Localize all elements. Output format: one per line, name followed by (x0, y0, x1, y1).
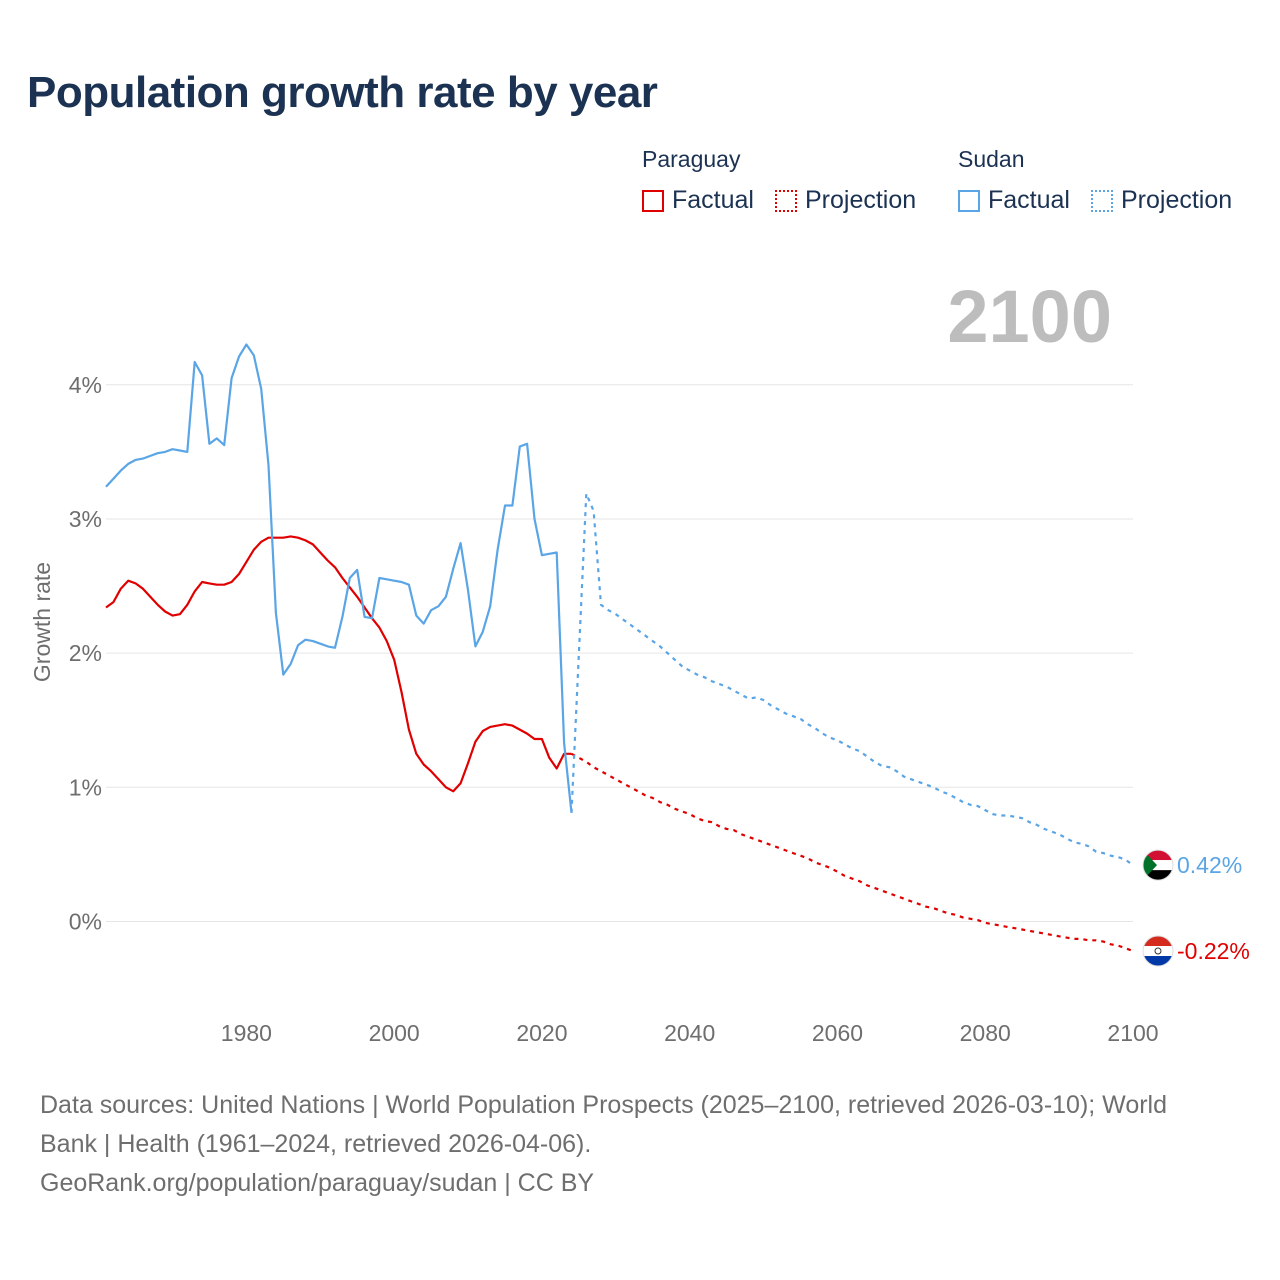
legend-swatch-solid (958, 189, 980, 212)
x-tick-label: 2020 (516, 1020, 567, 1046)
y-tick-label: 3% (69, 506, 102, 532)
line-chart: 0%1%2%3%4% 1980 2000 2020 2040 2060 2080 2100 … (29, 275, 1250, 1046)
x-axis-ticks: 1980 2000 2020 2040 2060 2080 2100 (221, 1020, 1159, 1046)
legend-swatch-dotted (775, 189, 797, 212)
x-tick-label: 2100 (1107, 1020, 1158, 1046)
year-display: 2100 (947, 275, 1112, 358)
legend-label: Projection (805, 186, 917, 214)
source-notes: Data sources: United Nations | World Pop… (40, 1086, 1230, 1203)
legend-sudan-title: Sudan (958, 146, 1025, 172)
y-tick-label: 0% (69, 908, 102, 934)
legend-swatch-dotted (1091, 189, 1113, 212)
y-tick-label: 4% (69, 372, 102, 398)
sudan-factual-line (105, 343, 573, 813)
legend-label: Factual (988, 186, 1070, 214)
y-axis-label: Growth rate (29, 562, 55, 682)
sudan-end-value-label: 0.42% (1177, 852, 1242, 878)
series-lines (105, 343, 1134, 953)
legend-sudan-projection[interactable]: Projection (1091, 186, 1232, 215)
grid-lines (106, 384, 1133, 922)
paraguay-factual-line (105, 535, 572, 793)
source-line-1: Data sources: United Nations | World Pop… (40, 1091, 1168, 1158)
x-tick-label: 1980 (221, 1020, 272, 1046)
y-tick-label: 2% (69, 640, 102, 666)
legend-label: Factual (672, 186, 754, 214)
sudan-flag-icon (1142, 849, 1174, 881)
paraguay-flag-icon (1142, 935, 1174, 967)
x-tick-label: 2040 (664, 1020, 715, 1046)
x-tick-label: 2080 (960, 1020, 1011, 1046)
paraguay-projection-line (570, 752, 1134, 953)
legend-paraguay-title: Paraguay (642, 146, 741, 172)
legend-paraguay-factual[interactable]: Factual (642, 186, 754, 215)
legend-label: Projection (1121, 186, 1233, 214)
legend-swatch-solid (642, 189, 664, 212)
y-axis-ticks: 0% 1% 2% 3% 4% (69, 372, 102, 935)
paraguay-end-value-label: -0.22% (1177, 938, 1250, 964)
x-tick-label: 2000 (369, 1020, 420, 1046)
y-tick-label: 1% (69, 774, 102, 800)
x-tick-label: 2060 (812, 1020, 863, 1046)
end-markers: -0.22% 0.42% (1142, 849, 1250, 967)
legend-sudan-factual[interactable]: Factual (958, 186, 1070, 215)
sudan-projection-line (570, 493, 1134, 866)
legend-paraguay-projection[interactable]: Projection (775, 186, 916, 215)
source-line-2: GeoRank.org/population/paraguay/sudan | … (40, 1169, 595, 1197)
chart-title: Population growth rate by year (27, 68, 658, 117)
